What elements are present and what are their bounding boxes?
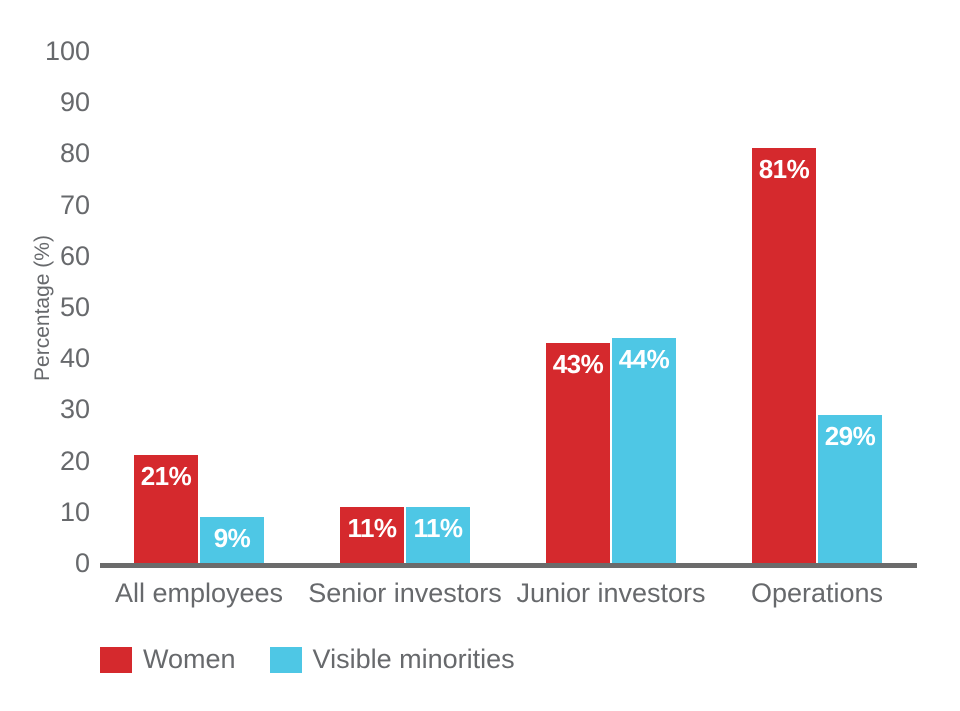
bar-value-label: 11% [413,513,463,543]
category-label-all-employees: All employees [114,578,284,608]
y-tick-label-30: 30 [59,394,90,425]
bar-women-senior-investors: 11% [340,507,404,563]
x-axis-line [100,563,917,568]
bar-visible-minorities-operations: 29% [818,415,882,563]
legend-item-visible-minorities: Visible minorities [269,644,515,675]
legend-label: Women [143,644,236,674]
y-tick-label-40: 40 [59,343,90,374]
legend-item-women: Women [100,644,236,675]
bar-value-label: 11% [347,513,397,543]
legend-swatch-visible-minorities [269,646,302,673]
category-label-operations: Operations [750,578,884,608]
bar-visible-minorities-all-employees: 9% [200,517,264,563]
bar-value-label: 81% [758,154,810,184]
y-tick-label-50: 50 [59,292,90,322]
bar-women-operations: 81% [752,148,816,563]
y-tick-label-70: 70 [59,189,90,220]
category-label-senior-investors: Senior investors [308,578,502,608]
y-tick-label-80: 80 [59,138,90,169]
bar-value-label: 44% [618,344,670,374]
y-tick-label-60: 60 [59,240,90,271]
bar-visible-minorities-senior-investors: 11% [406,507,470,563]
bar-value-label: 43% [552,349,604,379]
legend-swatch-women [100,646,132,673]
bar-women-junior-investors: 43% [546,343,610,563]
bar-value-label: 9% [213,523,251,553]
y-tick-label-90: 90 [59,87,90,118]
legend-label: Visible minorities [312,644,515,674]
bar-visible-minorities-junior-investors: 44% [612,338,676,563]
bar-value-label: 21% [140,461,192,491]
bar-women-all-employees: 21% [134,455,198,563]
y-tick-label-20: 20 [59,445,90,476]
y-tick-label-10: 10 [59,496,90,527]
y-tick-label-0: 0 [74,548,90,578]
legend: Women Visible minorities [100,644,515,675]
bar-value-label: 29% [824,421,876,451]
y-tick-label-100: 100 [44,36,90,66]
category-label-junior-investors: Junior investors [516,578,706,608]
